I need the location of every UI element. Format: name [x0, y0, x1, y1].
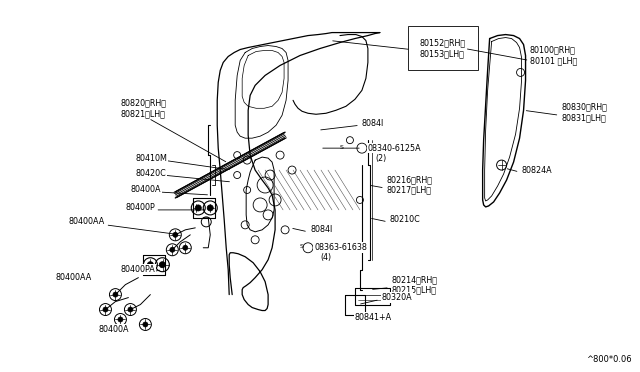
Text: 80100〈RH〉
80101 〈LH〉: 80100〈RH〉 80101 〈LH〉: [529, 46, 577, 65]
Text: 80152〈RH〉
80153〈LH〉: 80152〈RH〉 80153〈LH〉: [420, 39, 466, 58]
Text: ^800*0.06: ^800*0.06: [586, 355, 631, 364]
Text: 80400PA: 80400PA: [120, 265, 155, 274]
Text: 80410M: 80410M: [136, 154, 167, 163]
Circle shape: [183, 245, 188, 250]
Text: 80420C: 80420C: [136, 169, 166, 177]
Text: 08340-6125A: 08340-6125A: [368, 144, 422, 153]
Text: 80841+A: 80841+A: [355, 313, 392, 322]
Text: 80400P: 80400P: [125, 203, 155, 212]
Text: 80214〈RH〉
80215〈LH〉: 80214〈RH〉 80215〈LH〉: [392, 275, 438, 294]
Circle shape: [173, 232, 178, 237]
Text: 80400AA: 80400AA: [56, 273, 92, 282]
Text: S: S: [300, 244, 304, 249]
Circle shape: [103, 307, 108, 312]
Text: 08363-61638: 08363-61638: [314, 243, 367, 252]
Circle shape: [128, 307, 133, 312]
Text: (2): (2): [375, 154, 386, 163]
Text: (4): (4): [320, 253, 331, 262]
Circle shape: [113, 292, 118, 297]
Text: 80216〈RH〉
80217〈LH〉: 80216〈RH〉 80217〈LH〉: [387, 175, 433, 195]
Text: 80824A: 80824A: [522, 166, 552, 174]
Text: 80400AA: 80400AA: [68, 217, 105, 227]
Circle shape: [143, 322, 148, 327]
Circle shape: [170, 247, 175, 252]
Text: 8084I: 8084I: [362, 119, 384, 128]
Circle shape: [159, 262, 165, 268]
Text: 8084I: 8084I: [310, 225, 332, 234]
Circle shape: [118, 317, 123, 322]
Text: 80400A: 80400A: [131, 186, 161, 195]
Text: 80820〈RH〉
80821〈LH〉: 80820〈RH〉 80821〈LH〉: [120, 99, 166, 118]
Text: 80210C: 80210C: [390, 215, 420, 224]
Text: S: S: [340, 145, 344, 150]
Text: 80400A: 80400A: [99, 325, 129, 334]
Circle shape: [195, 205, 201, 211]
Circle shape: [207, 205, 213, 211]
Text: 80830〈RH〉
80831〈LH〉: 80830〈RH〉 80831〈LH〉: [561, 103, 607, 122]
Text: 80320A: 80320A: [382, 293, 413, 302]
Circle shape: [147, 262, 154, 268]
